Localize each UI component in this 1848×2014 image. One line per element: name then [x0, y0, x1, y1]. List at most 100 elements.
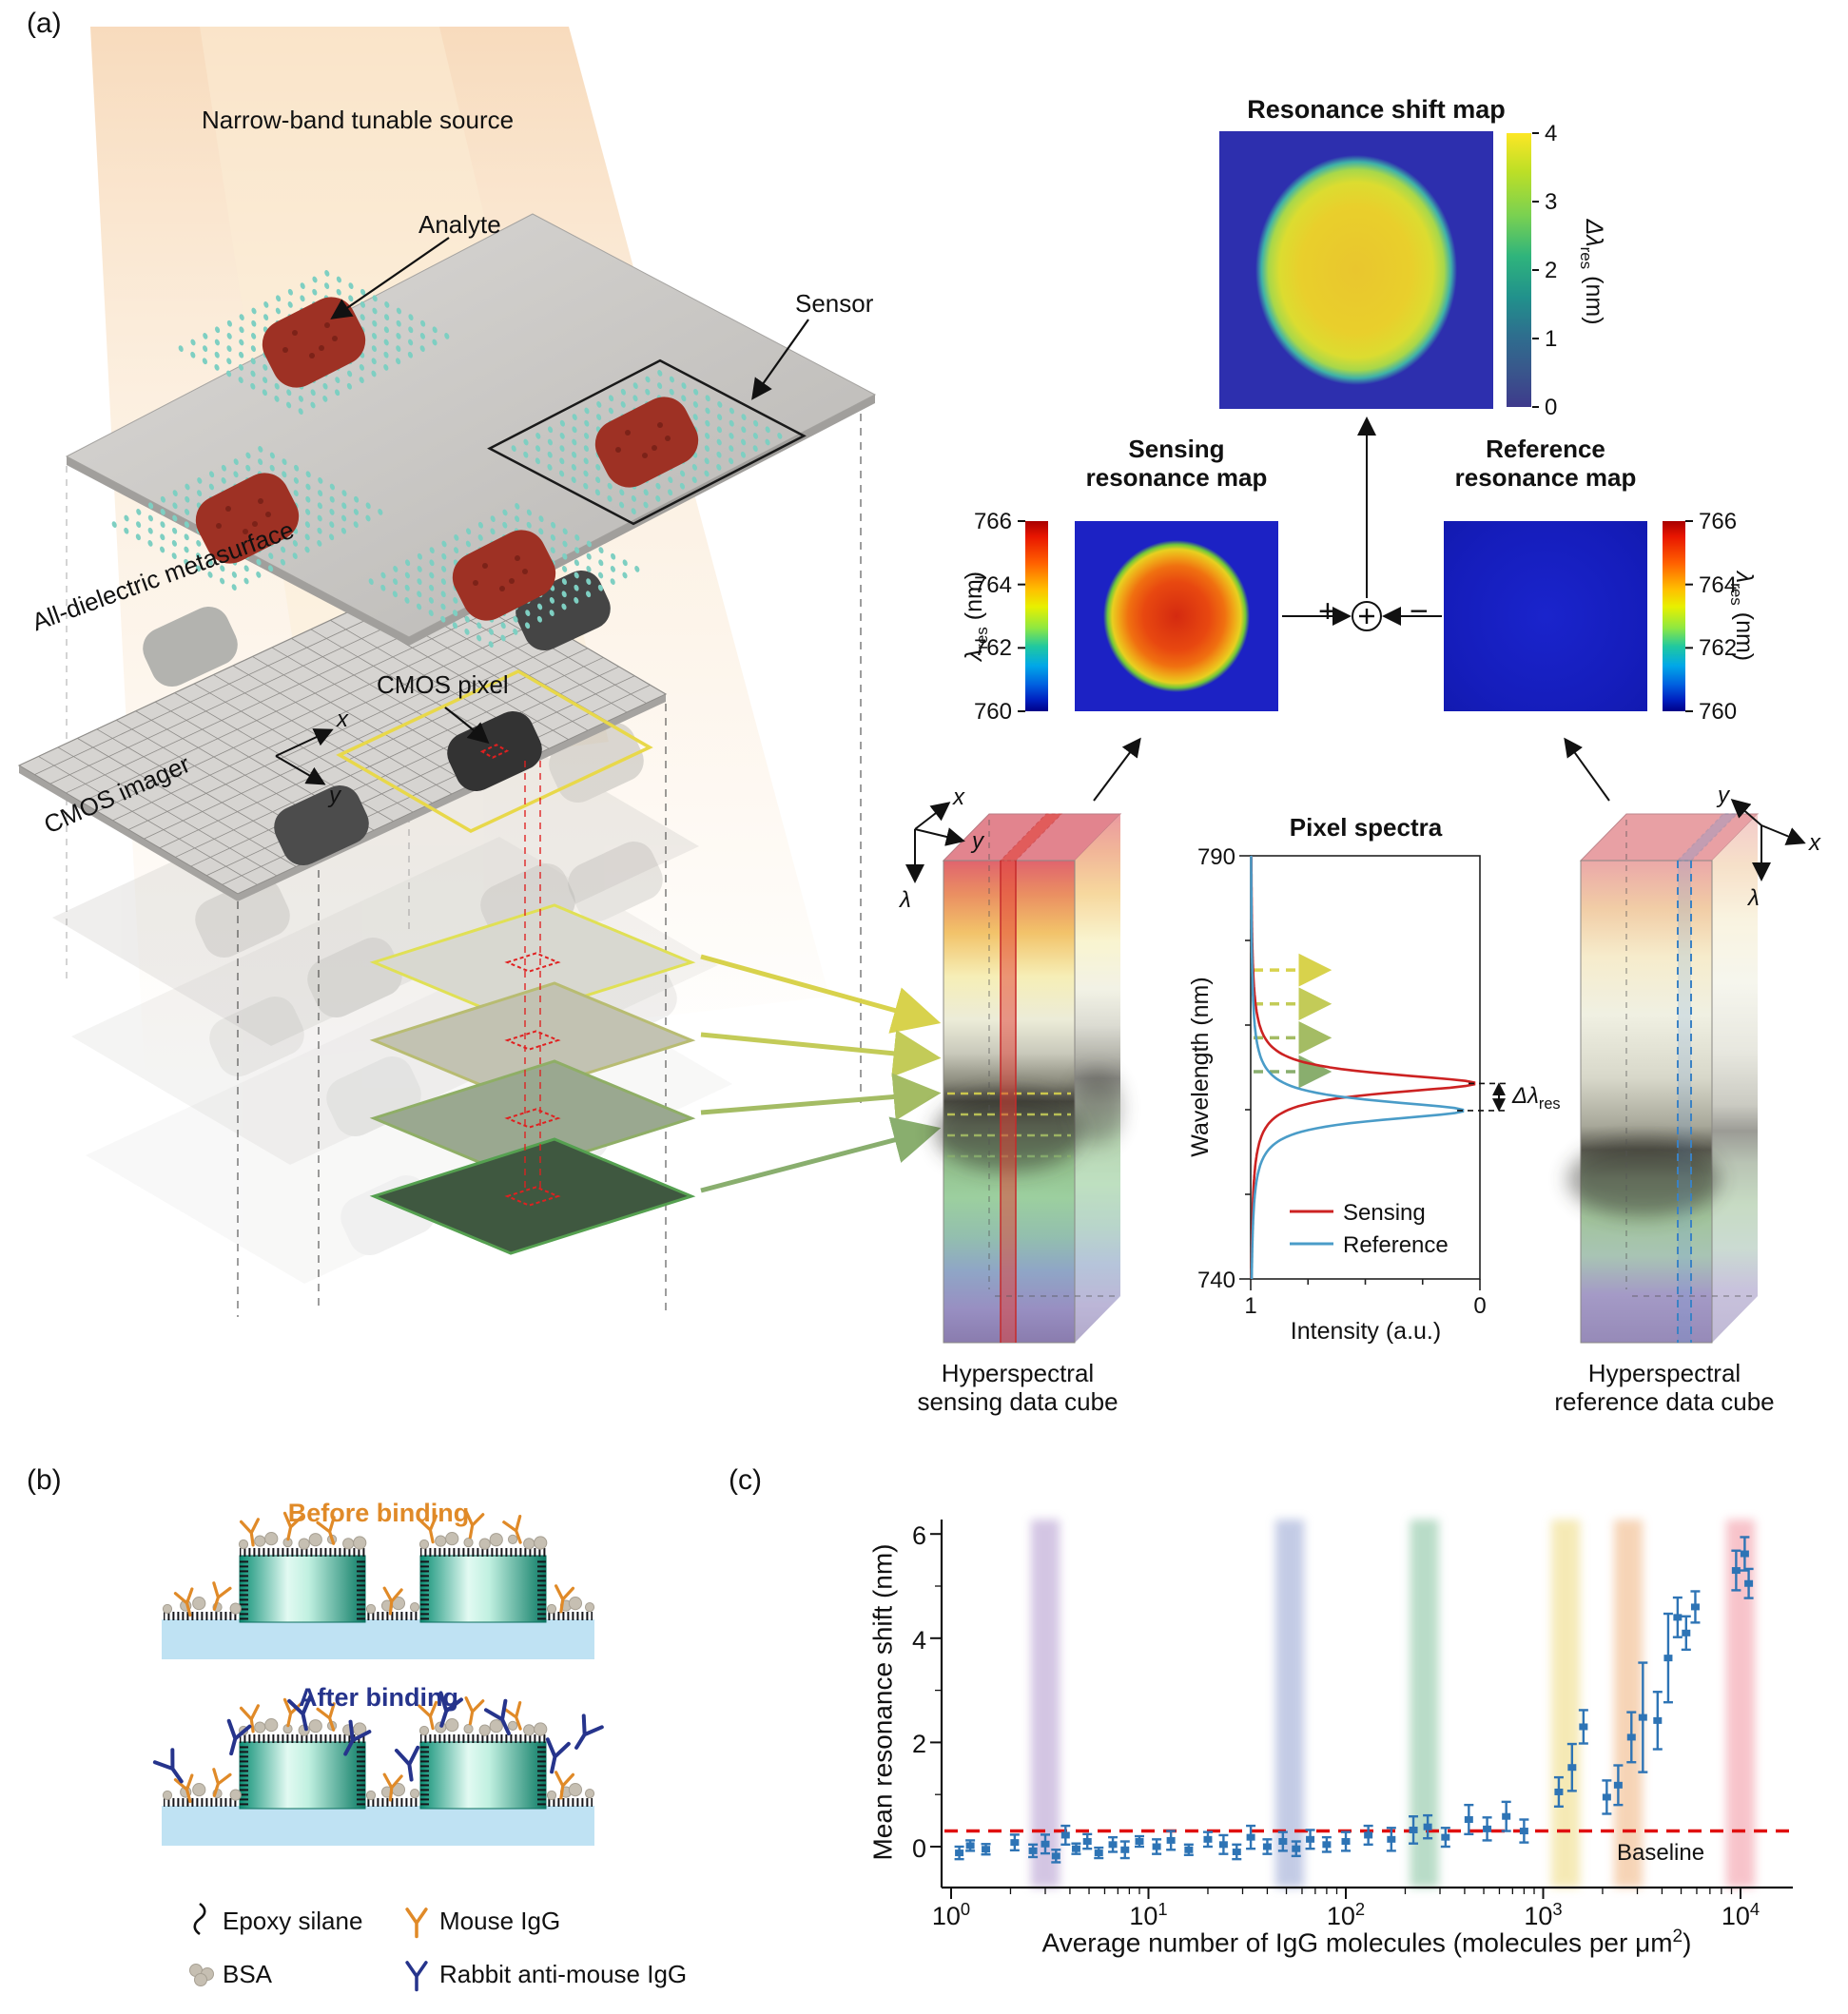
cmos-x-axis-label: x: [337, 707, 348, 732]
panel-c-label: (c): [729, 1464, 762, 1496]
c-x-tick: 103: [1524, 1899, 1563, 1930]
panel-b-label: (b): [27, 1464, 62, 1496]
reference-colorbar-tick: 762: [1699, 635, 1738, 662]
legend-epoxy-label: Epoxy silane: [223, 1907, 363, 1935]
delta-lambda-annotation: Δλres: [1512, 1083, 1561, 1113]
light-beam: [90, 27, 829, 1076]
baseline-label: Baseline: [1617, 1840, 1705, 1866]
shift-colorbar-label-unit: (nm): [1581, 269, 1608, 325]
reference-colorbar-label: λres (nm): [1727, 571, 1758, 661]
reference-map-title-line1: Reference: [1486, 435, 1605, 463]
legend-rabbit-igg-label: Rabbit anti-mouse IgG: [439, 1960, 688, 1988]
spectra-y-tick: 740: [1196, 1268, 1235, 1293]
shift-colorbar-tick: 0: [1545, 395, 1558, 420]
legend-mouse-igg-label: Mouse IgG: [439, 1907, 561, 1935]
shift-map-blob: [1255, 155, 1457, 385]
c-x-axis-label: Average number of IgG molecules (molecul…: [1042, 1927, 1692, 1958]
reference-cube-y-axis: y: [1718, 783, 1729, 808]
binding-schematic: [152, 1510, 604, 1992]
after-binding-title: After binding: [299, 1683, 458, 1712]
legend-bsa-label: BSA: [223, 1960, 273, 1988]
cmos-pixel-region-outline: [336, 669, 653, 833]
reference-colorbar-label-sub: res: [1727, 583, 1746, 606]
c-x-axis-label-post: ): [1683, 1927, 1692, 1958]
minus-sign: −: [1410, 593, 1429, 629]
plus-circle-icon: [1352, 601, 1382, 631]
cmos-pixel-label: CMOS pixel: [377, 670, 509, 699]
sensing-colorbar-tick: 764: [973, 571, 1012, 598]
reference-colorbar-tick: 764: [1699, 571, 1738, 598]
shift-colorbar-label-sub: res: [1577, 246, 1596, 270]
sensing-map-title-line1: Sensing: [1128, 435, 1225, 463]
sensing-colorbar-label: λres (nm): [961, 571, 991, 661]
sensing-map-title-line2: resonance map: [1085, 463, 1268, 492]
spectra-title: Pixel spectra: [1289, 813, 1443, 842]
sensing-colorbar-tick: 760: [973, 699, 1012, 725]
sensing-cube-label-line2: sensing data cube: [917, 1387, 1119, 1416]
hyperspectral-data-cubes: [935, 813, 1760, 1344]
spectra-x-axis-label: Intensity (a.u.): [1290, 1318, 1442, 1345]
c-y-tick: 4: [911, 1625, 926, 1655]
epoxy-silane-icon: [193, 1902, 206, 1936]
c-x-tick: 104: [1721, 1899, 1760, 1930]
legend-reference-label: Reference: [1343, 1232, 1449, 1258]
sensing-map-blob: [1103, 540, 1250, 692]
c-y-tick: 2: [911, 1730, 926, 1759]
analyte-label: Analyte: [418, 210, 501, 239]
resonance-shift-map: [1219, 131, 1493, 409]
cmos-y-axis-label: y: [329, 783, 340, 808]
shift-colorbar-label-symbol: Δλ: [1581, 219, 1608, 247]
c-x-tick: 102: [1326, 1899, 1366, 1930]
reference-pixel-column: [1678, 861, 1691, 1343]
wavelength-slice-stack: [369, 761, 942, 1255]
shift-colorbar: [1507, 133, 1531, 407]
sensing-colorbar: [1025, 521, 1048, 711]
sensing-cube-lambda-axis: λ: [900, 887, 911, 913]
reference-cube-label-line1: Hyperspectral: [1587, 1359, 1741, 1387]
projection-dashed-lines: [66, 399, 862, 1317]
sensing-colorbar-label-unit: (nm): [960, 571, 987, 628]
legend-sensing-label: Sensing: [1343, 1200, 1426, 1226]
source-label: Narrow-band tunable source: [202, 106, 515, 134]
sensing-cube-label-line1: Hyperspectral: [941, 1359, 1095, 1387]
shift-colorbar-tick: 4: [1545, 121, 1558, 146]
reference-cube-label-line2: reference data cube: [1554, 1387, 1775, 1416]
spectra-y-tick: 790: [1196, 844, 1235, 870]
c-x-tick: 101: [1129, 1899, 1168, 1930]
cmos-imager-plate: [17, 565, 668, 901]
spectra-y-axis-label: Wavelength (nm): [1187, 977, 1214, 1157]
shift-colorbar-label: Δλres (nm): [1577, 219, 1607, 324]
sensing-resonance-map: [1075, 521, 1278, 711]
metasurface-plate: [65, 213, 877, 648]
spectra-x-tick: 1: [1244, 1293, 1257, 1319]
ghost-planes: [52, 718, 732, 1284]
c-x-axis-label-pre: Average number of IgG molecules (molecul…: [1041, 1927, 1673, 1958]
reference-cube-lambda-axis: λ: [1748, 885, 1760, 911]
reference-colorbar: [1663, 521, 1685, 711]
c-y-tick: 0: [911, 1834, 926, 1863]
before-binding-title: Before binding: [287, 1499, 470, 1527]
panel-a-label: (a): [27, 8, 62, 39]
reference-colorbar-label-unit: (nm): [1731, 605, 1759, 662]
delta-lambda-symbol: Δλ: [1512, 1083, 1539, 1109]
c-y-axis-label: Mean resonance shift (nm): [867, 1543, 898, 1861]
c-x-axis-label-sup: 2: [1672, 1927, 1683, 1946]
sensing-cube-y-axis: y: [972, 828, 983, 854]
sensing-colorbar-tick: 766: [973, 509, 1012, 534]
reference-cube-x-axis: x: [1809, 830, 1820, 856]
cmos-pixel-marker: [479, 744, 510, 759]
reference-colorbar-tick: 766: [1699, 509, 1738, 534]
reference-colorbar-tick: 760: [1699, 699, 1738, 725]
pixel-spectra-plot: [1239, 855, 1507, 1290]
sensing-pixel-column: [1001, 861, 1016, 1343]
reference-colorbar-label-symbol: λ: [1731, 571, 1759, 584]
metasurface-label: All-dielectric metasurface: [28, 514, 298, 637]
plus-sign: +: [1318, 593, 1337, 629]
shift-colorbar-tick: 3: [1545, 189, 1558, 215]
reference-map-title-line2: resonance map: [1454, 463, 1637, 492]
sensing-colorbar-label-sub: res: [972, 627, 991, 649]
bsa-icon: [189, 1964, 203, 1977]
sensing-colorbar-tick: 762: [973, 635, 1012, 662]
